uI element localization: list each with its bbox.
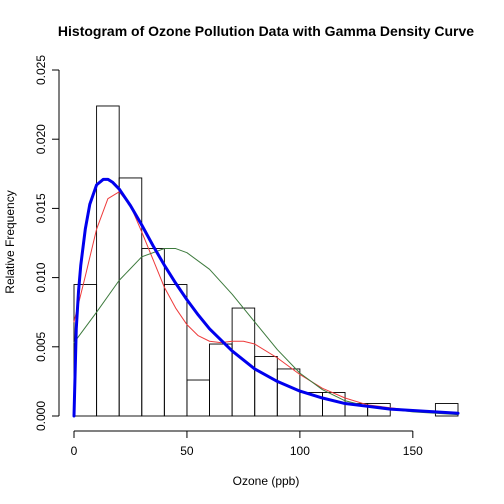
y-tick-label-3: 0.015 (34, 193, 48, 223)
histogram-bar-8 (254, 356, 278, 417)
density-curves (72, 177, 460, 418)
x-axis: 0 50 100 150 (71, 430, 423, 458)
x-tick-label-1: 50 (180, 444, 194, 458)
density-curve-2 (73, 248, 459, 416)
y-tick-label-5: 0.025 (34, 55, 48, 85)
histogram-bar-1 (96, 105, 120, 417)
histogram-bar-5 (186, 379, 210, 417)
y-axis-label: Relative Frequency (3, 190, 17, 293)
histogram-bar-7 (231, 307, 256, 417)
x-tick-label-0: 0 (71, 444, 78, 458)
histogram-bar-16 (434, 403, 459, 417)
histogram-bar-6 (209, 343, 233, 417)
chart-title: Histogram of Ozone Pollution Data with G… (58, 23, 474, 39)
x-axis-label: Ozone (ppb) (233, 474, 300, 488)
y-axis: 0.000 0.005 0.010 0.015 0.020 0.025 (34, 55, 60, 431)
y-tick-label-1: 0.005 (34, 331, 48, 361)
histogram-bar-9 (276, 368, 301, 417)
x-tick-label-2: 100 (290, 444, 310, 458)
histogram-bars (73, 105, 459, 417)
histogram-bar-3 (141, 248, 165, 417)
y-tick-label-2: 0.010 (34, 262, 48, 292)
y-tick-label-4: 0.020 (34, 124, 48, 154)
density-curve-1 (73, 191, 459, 414)
histogram-bar-2 (118, 177, 143, 417)
x-tick-label-3: 150 (403, 444, 423, 458)
y-tick-label-0: 0.000 (34, 401, 48, 431)
density-curve-0 (72, 177, 460, 418)
histogram-bar-4 (163, 284, 188, 417)
